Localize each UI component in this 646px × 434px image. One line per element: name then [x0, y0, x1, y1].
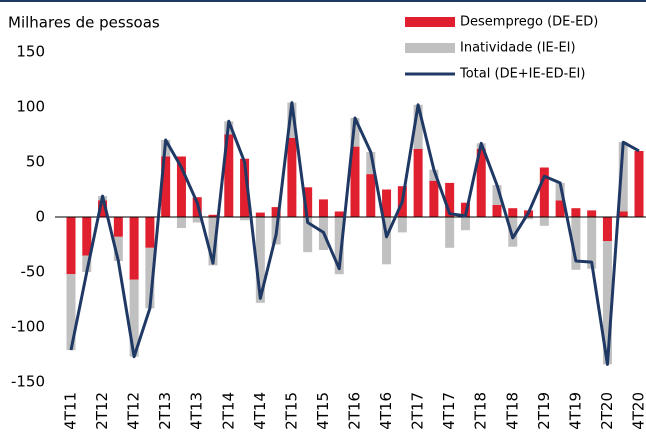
bar	[492, 204, 502, 217]
bar	[303, 217, 313, 253]
bar	[429, 169, 439, 181]
bar	[508, 208, 518, 217]
bar	[255, 217, 265, 303]
bar	[429, 180, 439, 217]
x-tick-label: 2T20	[598, 392, 616, 430]
bar	[445, 217, 455, 248]
x-tick-label: 2T15	[282, 392, 300, 430]
x-tick-label: 4T18	[503, 392, 521, 430]
bar	[350, 146, 360, 217]
x-tick-label: 4T11	[62, 392, 80, 430]
y-tick-label: 0	[35, 208, 45, 226]
bar	[571, 217, 581, 270]
bar	[539, 217, 549, 226]
bar	[145, 247, 155, 309]
bar	[161, 156, 171, 217]
bar	[224, 134, 234, 217]
bar	[176, 217, 186, 228]
x-tick-label: 4T13	[188, 392, 206, 430]
x-tick-label: 2T19	[535, 392, 553, 430]
bar	[334, 217, 344, 275]
bar	[98, 200, 108, 217]
bar	[192, 217, 202, 223]
legend-swatch	[405, 43, 455, 53]
bar	[271, 207, 281, 217]
y-tick-label: -150	[11, 373, 45, 391]
bar	[208, 214, 218, 217]
bar	[255, 212, 265, 217]
x-tick-label: 4T20	[630, 392, 646, 430]
bar	[445, 182, 455, 217]
bar	[176, 156, 186, 217]
bar	[82, 217, 92, 256]
y-tick-label: 150	[16, 43, 45, 61]
bar	[571, 208, 581, 217]
bar	[318, 199, 328, 217]
bar	[555, 182, 565, 201]
legend-label: Inatividade (IE-EI)	[460, 41, 576, 56]
bar	[460, 217, 470, 231]
x-tick-label: 2T12	[93, 392, 111, 430]
y-tick-label: 100	[16, 98, 45, 116]
bar	[66, 217, 76, 275]
bar	[524, 217, 534, 220]
bar	[634, 151, 644, 217]
bar	[618, 142, 628, 212]
bar	[334, 211, 344, 217]
y-tick-label: -100	[11, 318, 45, 336]
bar	[66, 274, 76, 351]
bar	[413, 148, 423, 217]
x-tick-label: 4T14	[251, 392, 269, 430]
bar	[602, 241, 612, 365]
bar	[303, 187, 313, 217]
bar	[82, 255, 92, 272]
chart-title: Milhares de pessoas	[8, 14, 160, 32]
bar	[287, 102, 297, 138]
bar	[366, 152, 376, 175]
bar	[602, 217, 612, 242]
bar	[382, 217, 392, 265]
bar	[476, 148, 486, 217]
x-tick-label: 4T12	[125, 392, 143, 430]
bar	[618, 211, 628, 217]
bar	[492, 185, 502, 205]
x-tick-label: 2T18	[472, 392, 490, 430]
bar	[129, 217, 139, 280]
bar	[587, 210, 597, 217]
bar	[145, 217, 155, 248]
bar	[113, 236, 123, 261]
bar	[397, 217, 407, 233]
x-tick-label: 4T16	[377, 392, 395, 430]
bar	[508, 217, 518, 247]
legend-label: Total (DE+IE-ED-EI)	[459, 67, 585, 82]
bar	[382, 189, 392, 217]
x-tick-label: 2T13	[156, 392, 174, 430]
x-tick-label: 4T19	[566, 392, 584, 430]
bar	[287, 137, 297, 217]
legend-swatch	[405, 17, 455, 27]
bar	[113, 217, 123, 237]
x-tick-label: 4T17	[440, 392, 458, 430]
bar	[555, 200, 565, 217]
y-tick-label: -50	[21, 263, 46, 281]
y-tick-label: 50	[26, 153, 45, 171]
bar	[539, 167, 549, 217]
bar	[366, 174, 376, 217]
x-tick-label: 4T15	[314, 392, 332, 430]
bar	[413, 104, 423, 149]
bar	[587, 217, 597, 269]
x-tick-label: 2T14	[219, 392, 237, 430]
x-tick-label: 2T17	[409, 392, 427, 430]
line	[69, 101, 640, 366]
legend-label: Desemprego (DE-ED)	[460, 15, 598, 30]
bar	[240, 217, 250, 221]
bar	[208, 217, 218, 266]
bar	[129, 279, 139, 357]
bar	[240, 158, 250, 217]
x-tick-label: 2T16	[346, 392, 364, 430]
